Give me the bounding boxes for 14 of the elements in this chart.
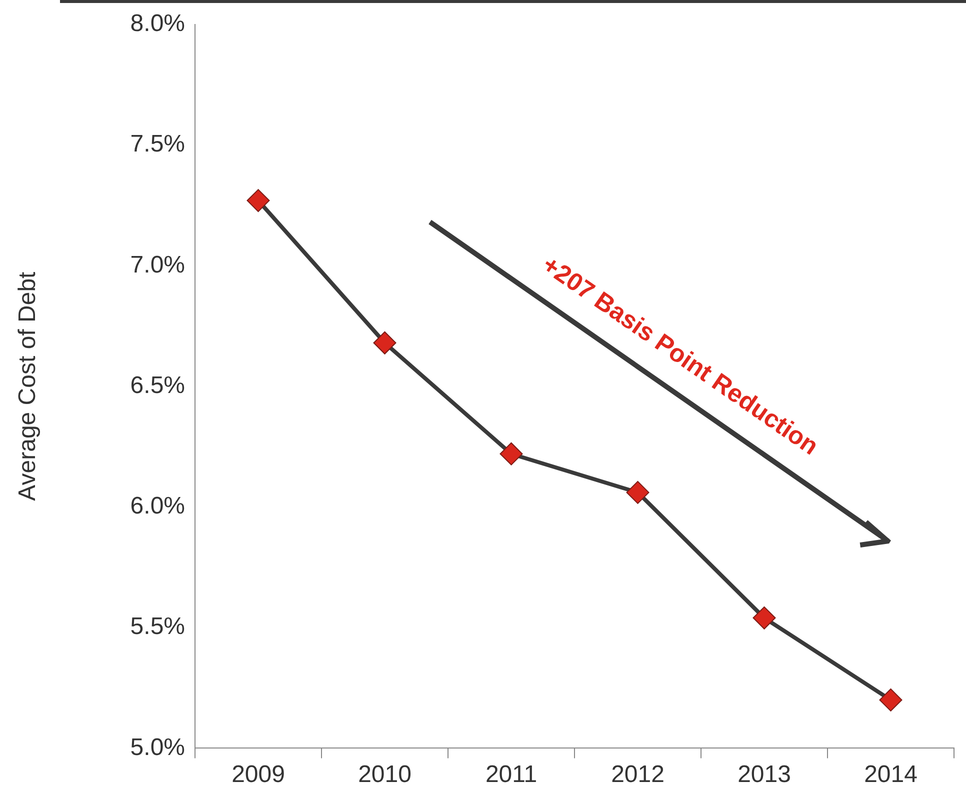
- y-tick-label: 5.0%: [130, 734, 185, 761]
- x-tick-label: 2012: [611, 761, 664, 788]
- y-axis-title: Average Cost of Debt: [14, 271, 42, 501]
- y-tick-label: 7.0%: [130, 251, 185, 278]
- y-tick-label: 5.5%: [130, 613, 185, 640]
- x-tick-label: 2009: [232, 761, 285, 788]
- y-tick-label: 6.5%: [130, 372, 185, 399]
- y-tick-label: 7.5%: [130, 130, 185, 158]
- x-tick-label: 2014: [864, 761, 918, 788]
- x-tick-label: 2011: [485, 761, 538, 788]
- x-tick-label: 2013: [738, 761, 791, 788]
- y-tick-label: 6.0%: [130, 492, 185, 520]
- y-tick-label: 8.0%: [130, 10, 185, 38]
- x-tick-label: 2010: [358, 761, 412, 788]
